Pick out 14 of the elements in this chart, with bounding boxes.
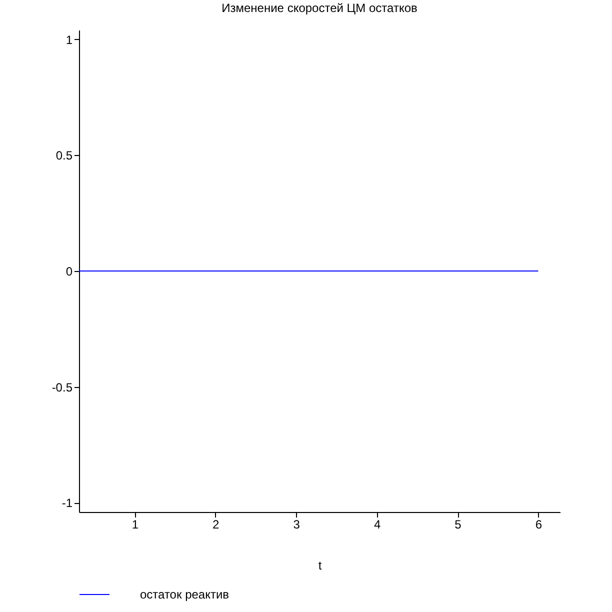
text: остаток реактив xyxy=(140,588,230,602)
y-tick-label: 0.5 xyxy=(56,148,73,163)
x-tick-label: 6 xyxy=(535,518,542,532)
y-tick-label: -0.5 xyxy=(52,380,73,394)
x-tick-label: 3 xyxy=(293,518,300,532)
x-axis-title: t xyxy=(318,558,322,572)
x-tick-label: 5 xyxy=(454,518,462,532)
y-tick-label: -1 xyxy=(62,496,73,510)
x-tick-label: 1 xyxy=(132,518,139,532)
x-tick-label: 4 xyxy=(374,518,381,532)
x-tick-label: 2 xyxy=(212,518,220,532)
y-tick-label: 1 xyxy=(66,32,73,47)
y-tick-label: 0 xyxy=(66,264,73,278)
chart-title: Изменение скоростей ЦМ остатков xyxy=(222,1,418,15)
